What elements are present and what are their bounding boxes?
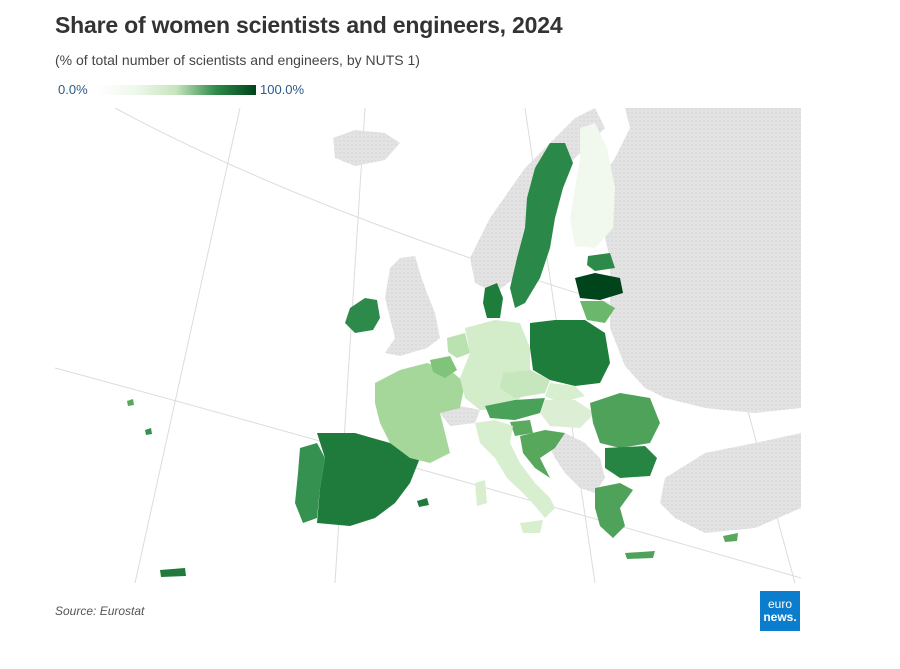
region-no-data-iceland bbox=[333, 130, 400, 166]
region-lithuania bbox=[580, 301, 615, 323]
region-france bbox=[375, 363, 465, 463]
region-balearics bbox=[417, 498, 429, 507]
region-slovenia bbox=[510, 420, 533, 436]
color-legend: 0.0% 100.0% bbox=[58, 82, 328, 98]
region-denmark bbox=[483, 283, 503, 318]
chart-title: Share of women scientists and engineers,… bbox=[55, 12, 563, 38]
region-poland bbox=[530, 320, 610, 386]
legend-max-label: 100.0% bbox=[260, 82, 305, 97]
region-belgium bbox=[430, 356, 457, 378]
region-slovakia bbox=[545, 383, 585, 403]
region-no-data-east bbox=[595, 108, 801, 413]
region-canaries bbox=[160, 568, 186, 577]
region-czechia bbox=[500, 370, 550, 398]
region-italy bbox=[475, 420, 555, 518]
region-hungary bbox=[540, 400, 595, 428]
region-ireland bbox=[345, 298, 380, 333]
region-latvia bbox=[575, 273, 623, 300]
region-sicily bbox=[520, 520, 543, 533]
region-netherlands bbox=[447, 333, 470, 358]
region-portugal bbox=[295, 443, 325, 523]
region-azores bbox=[127, 399, 134, 406]
region-greece bbox=[595, 483, 633, 538]
region-bulgaria bbox=[605, 446, 657, 478]
region-spain bbox=[317, 433, 420, 526]
europe-map bbox=[55, 108, 801, 583]
logo-text-news: news. bbox=[763, 610, 797, 624]
region-no-data-balkans bbox=[545, 433, 605, 493]
region-austria bbox=[485, 398, 545, 420]
legend-gradient-bar bbox=[96, 85, 256, 95]
region-sardinia bbox=[475, 480, 487, 506]
chart-subtitle: (% of total number of scientists and eng… bbox=[55, 52, 420, 68]
region-no-data-switzerland bbox=[440, 406, 480, 426]
legend-min-label: 0.0% bbox=[58, 82, 88, 97]
region-romania bbox=[590, 393, 660, 448]
region-estonia bbox=[587, 253, 615, 271]
euronews-logo[interactable]: euro news. bbox=[760, 591, 800, 631]
region-crete bbox=[625, 551, 655, 559]
region-croatia bbox=[520, 430, 565, 478]
region-madeira bbox=[145, 428, 152, 435]
region-sweden bbox=[510, 143, 573, 308]
region-finland bbox=[570, 123, 615, 248]
region-no-data-uk bbox=[385, 256, 440, 356]
source-note: Source: Eurostat bbox=[55, 604, 145, 618]
region-cyprus bbox=[723, 533, 738, 542]
logo-text-euro: euro bbox=[767, 597, 793, 611]
region-no-data-turkey bbox=[660, 433, 801, 533]
